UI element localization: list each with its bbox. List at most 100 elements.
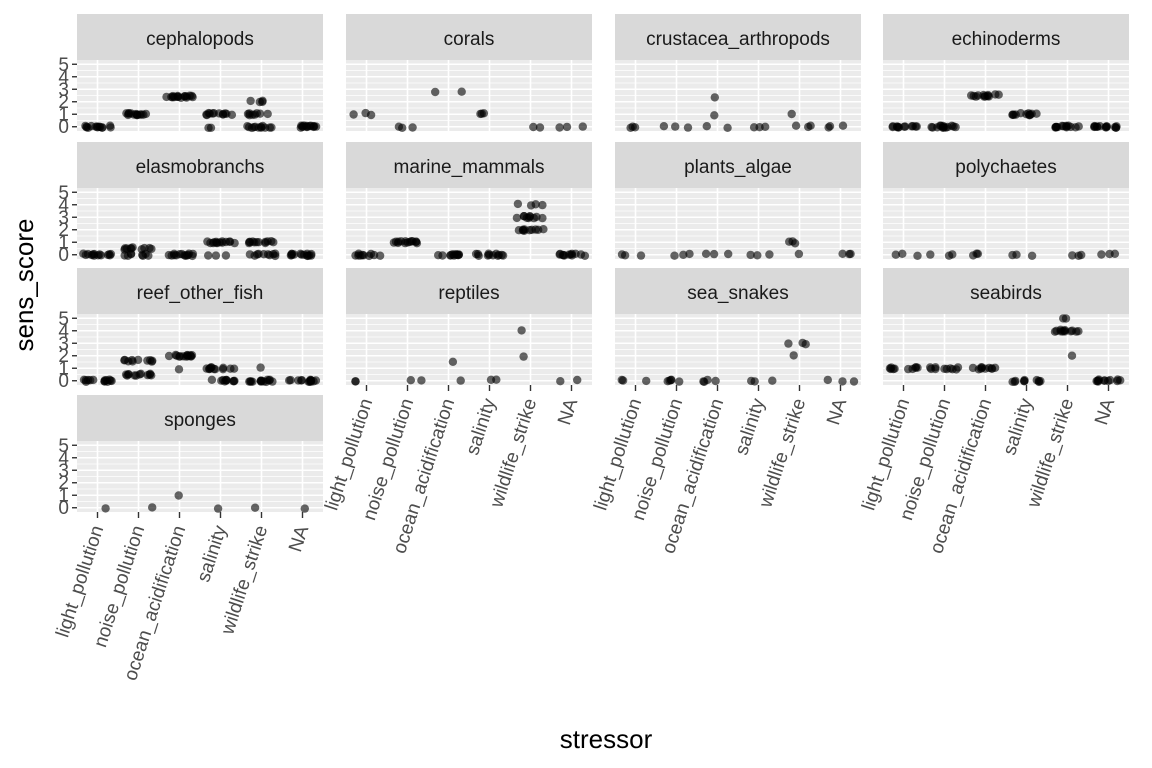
data-point [1034, 377, 1044, 387]
data-point [701, 249, 711, 258]
data-point [626, 123, 635, 132]
data-point [294, 376, 303, 385]
data-point [89, 375, 98, 385]
facet-strip-label: corals [444, 29, 495, 50]
data-point [457, 87, 466, 96]
y-tick-label: 3 [58, 334, 69, 355]
data-point [243, 122, 252, 131]
data-point [804, 122, 813, 132]
data-point [300, 504, 309, 513]
data-point [133, 355, 143, 365]
data-point [789, 351, 798, 360]
data-point [208, 109, 217, 118]
data-point [167, 92, 176, 102]
data-point [949, 122, 958, 131]
data-point [263, 109, 272, 119]
facet-crustacea_arthropods: crustacea_arthropods [615, 14, 861, 132]
data-point [174, 365, 184, 374]
x-tick-label: salinity [462, 396, 500, 458]
data-point [985, 363, 994, 373]
data-point [174, 491, 183, 500]
data-point [617, 375, 626, 385]
data-point [123, 110, 133, 120]
x-tick-label: NA [823, 396, 851, 428]
data-point [576, 250, 586, 259]
data-point [1022, 110, 1031, 119]
data-point [913, 251, 922, 260]
data-point [556, 377, 565, 386]
facet-strip [346, 14, 592, 60]
data-point [1077, 250, 1086, 260]
data-point [1058, 327, 1067, 336]
data-point [702, 122, 711, 131]
y-tick-label: 1 [58, 486, 69, 507]
data-point [375, 251, 385, 260]
data-point [398, 123, 407, 132]
data-point [132, 111, 142, 120]
data-point [493, 251, 503, 260]
data-point [946, 364, 955, 373]
data-point [1090, 121, 1099, 131]
y-tick-label: 4 [58, 67, 69, 88]
facet-strip-label: reptiles [438, 283, 499, 304]
data-point [927, 122, 936, 132]
facet-strip [883, 142, 1129, 188]
y-axis-title: sens_score [9, 219, 39, 352]
y-tick-label: 2 [58, 220, 69, 241]
data-point [977, 363, 987, 372]
facet-strip [615, 142, 861, 188]
data-point [685, 249, 694, 259]
data-point [221, 251, 231, 260]
facet-strip [615, 268, 861, 314]
data-point [96, 251, 106, 260]
y-tick-label: 2 [58, 473, 69, 494]
data-point [285, 376, 294, 385]
data-point [538, 200, 547, 210]
data-point [256, 377, 266, 386]
x-tick-label: salinity [731, 396, 769, 458]
facet-echinoderms: echinoderms [883, 14, 1129, 132]
data-point [79, 249, 88, 258]
data-point [450, 250, 459, 259]
data-point [555, 250, 564, 259]
data-point [1105, 375, 1115, 385]
y-tick-label: 5 [58, 183, 69, 204]
y-tick-label: 5 [58, 436, 69, 457]
data-point [1027, 251, 1037, 260]
data-point [138, 251, 148, 260]
y-tick-label: 3 [58, 208, 69, 229]
y-tick-label: 2 [58, 346, 69, 367]
data-point [408, 123, 417, 132]
facet-corals: corals [346, 14, 592, 132]
y-tick-label: 4 [58, 321, 69, 342]
data-point [746, 250, 755, 260]
facet-seabirds: seabirds [883, 268, 1129, 387]
data-point [761, 122, 770, 131]
data-point [207, 363, 216, 372]
data-point [309, 122, 318, 131]
data-point [765, 250, 774, 259]
data-point [1052, 326, 1061, 335]
data-point [207, 375, 217, 384]
data-point [1111, 123, 1121, 132]
data-point [213, 504, 223, 513]
data-point [555, 123, 564, 132]
facet-strip [77, 14, 323, 60]
data-point [354, 251, 363, 260]
data-point [204, 123, 213, 132]
data-point [788, 237, 797, 246]
data-point [248, 237, 257, 246]
data-point [1061, 314, 1071, 323]
data-point [349, 110, 358, 119]
data-point [823, 375, 832, 385]
data-point [825, 122, 835, 131]
data-point [838, 249, 847, 258]
data-point [517, 326, 526, 335]
y-tick-label: 0 [58, 498, 69, 519]
facet-strip [883, 14, 1129, 60]
data-point [1068, 251, 1077, 260]
